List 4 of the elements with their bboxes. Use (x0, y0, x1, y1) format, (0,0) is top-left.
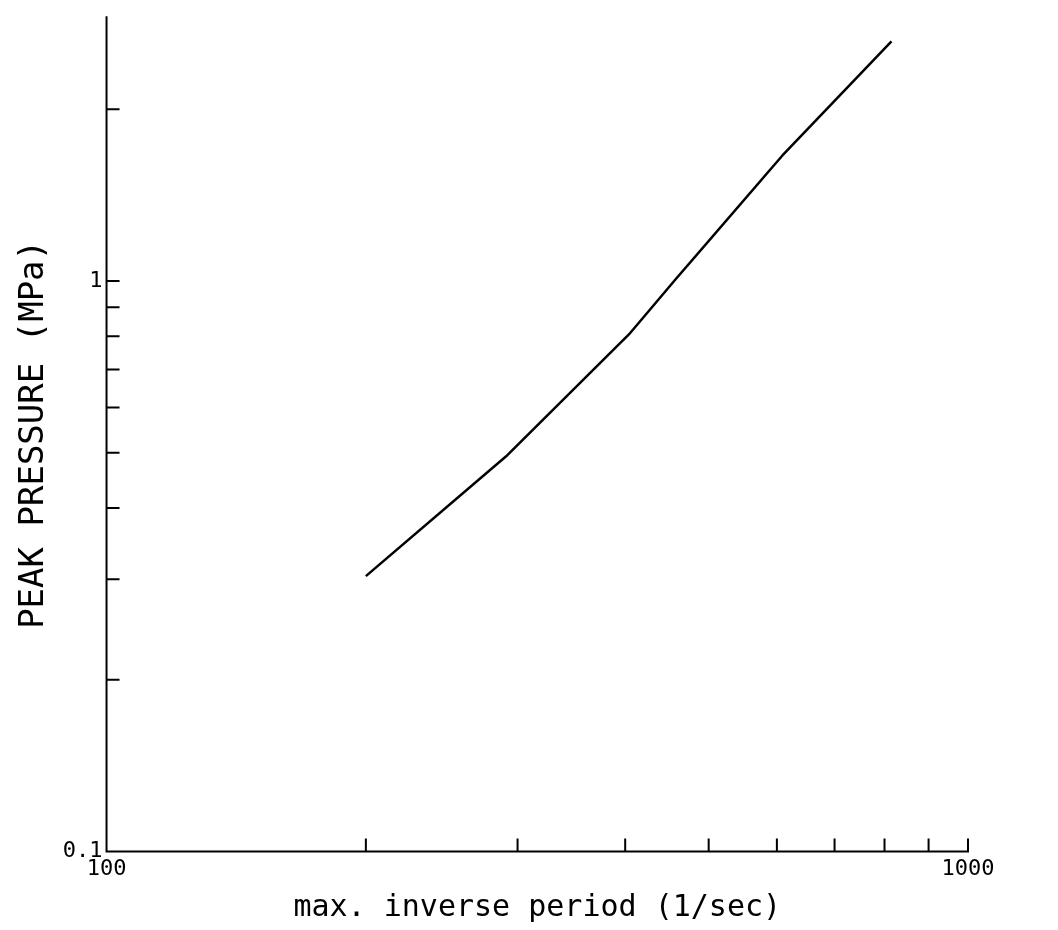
y-axis-title: PEAK PRESSURE (MPa) (11, 239, 52, 629)
x-axis-title: max. inverse period (1/sec) (293, 887, 782, 923)
y-tick-label: 1 (89, 266, 103, 292)
x-tick-label: 1000 (941, 854, 995, 880)
